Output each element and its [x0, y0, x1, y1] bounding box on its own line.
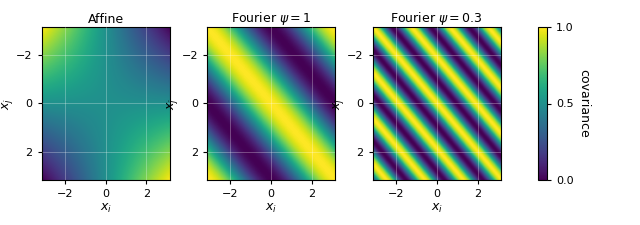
Y-axis label: $x_j$: $x_j$: [331, 97, 346, 110]
Title: Affine: Affine: [88, 13, 124, 26]
Y-axis label: $x_j$: $x_j$: [165, 97, 180, 110]
Title: Fourier $\psi= 1$: Fourier $\psi= 1$: [231, 10, 312, 27]
X-axis label: $x_i$: $x_i$: [265, 202, 277, 215]
Title: Fourier $\psi= 0.3$: Fourier $\psi= 0.3$: [390, 10, 483, 27]
X-axis label: $x_i$: $x_i$: [100, 202, 112, 215]
Y-axis label: covariance: covariance: [577, 69, 591, 138]
Y-axis label: $x_j$: $x_j$: [0, 97, 15, 110]
X-axis label: $x_i$: $x_i$: [431, 202, 443, 215]
